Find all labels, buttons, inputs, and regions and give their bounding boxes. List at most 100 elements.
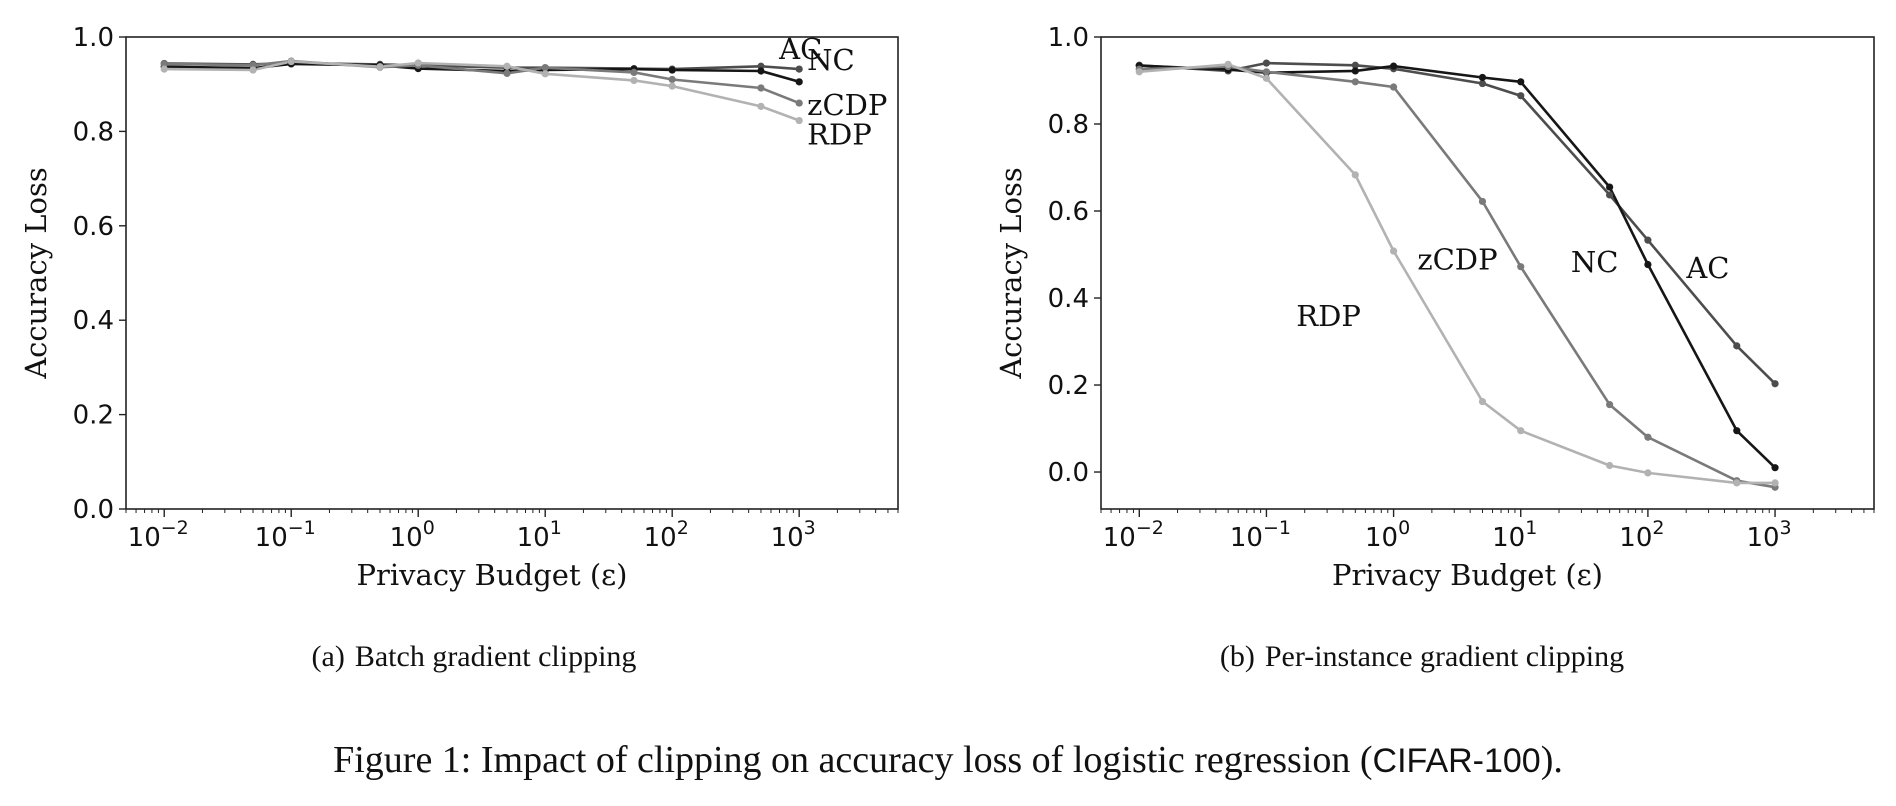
chart-a-xtick-label: 103 bbox=[771, 517, 816, 553]
chart-b-series-rdp-point bbox=[1644, 469, 1652, 477]
figure-caption: Figure 1: Impact of clipping on accuracy… bbox=[0, 738, 1896, 782]
chart-b-ytick-label: 0.0 bbox=[1048, 458, 1089, 488]
chart-a-series-zcdp-point bbox=[757, 84, 765, 92]
chart-a-xtick-label: 10−1 bbox=[255, 517, 316, 553]
chart-a-series-rdp-point bbox=[287, 57, 295, 66]
caption-a: (a) Batch gradient clipping bbox=[0, 640, 948, 674]
chart-a-ytick-label: 0.6 bbox=[73, 212, 114, 242]
chart-b-yaxis-label: Accuracy Loss bbox=[994, 167, 1028, 380]
chart-a-frame bbox=[125, 36, 899, 510]
chart-b-series-zcdp-point bbox=[1389, 83, 1398, 91]
chart-b-series-ac-point bbox=[1771, 380, 1779, 388]
chart-b-series-rdp-point bbox=[1351, 171, 1359, 179]
chart-b-ytick-label: 1.0 bbox=[1048, 23, 1089, 53]
chart-b-series-rdp-point bbox=[1771, 479, 1779, 487]
chart-b-series-nc-point bbox=[1606, 183, 1614, 191]
chart-b-ytick-label: 0.6 bbox=[1048, 197, 1089, 227]
chart-a-ytick-label: 1.0 bbox=[73, 23, 114, 53]
chart-b-series-nc-point bbox=[1644, 260, 1652, 269]
chart-b-series-rdp-point bbox=[1606, 461, 1614, 470]
chart-a-series-zcdp-point bbox=[160, 60, 168, 68]
chart-b-series-nc-point bbox=[1517, 78, 1525, 86]
chart-b-series-ac-point bbox=[1517, 92, 1525, 100]
figure-caption-dataset: CIFAR-100 bbox=[1372, 742, 1541, 780]
chart-a-series-zcdp-point bbox=[541, 64, 549, 72]
chart-a-series-rdp-point bbox=[160, 65, 168, 73]
chart-a-series-zcdp-point bbox=[630, 68, 638, 76]
chart-b-ytick-label: 0.8 bbox=[1048, 110, 1089, 140]
chart-a-series-zcdp-point bbox=[668, 75, 676, 84]
chart-b-svg: 0.0 0.2 0.4 0.6 0.8 1.0 10−2 10−1 100 101 102 103 Pr… bbox=[994, 23, 1875, 592]
caption-b: (b) Per-instance gradient clipping bbox=[948, 640, 1896, 674]
chart-b-ytick-label: 0.4 bbox=[1048, 284, 1089, 314]
figure-caption-suffix: ). bbox=[1540, 739, 1563, 781]
chart-b-series-nc-point bbox=[1771, 464, 1779, 472]
chart-a-series-nc-point bbox=[757, 67, 765, 75]
chart-b-series-nc-point bbox=[1351, 67, 1359, 75]
chart-b-label-ac: AC bbox=[1685, 251, 1729, 285]
chart-b-series-zcdp-point bbox=[1262, 68, 1271, 76]
chart-a-series-rdp-point bbox=[414, 59, 422, 67]
chart-b-series-ac-point bbox=[1644, 236, 1652, 244]
chart-b-series-ac-point bbox=[1478, 79, 1487, 88]
chart-b-series-zcdp-point bbox=[1517, 263, 1525, 271]
chart-b-series-rdp-point bbox=[1517, 427, 1525, 435]
chart-b-xtick-label: 101 bbox=[1492, 517, 1537, 553]
chart-b-xtick-label: 102 bbox=[1619, 517, 1664, 553]
chart-b-series-nc-point bbox=[1733, 427, 1741, 435]
caption-b-text: Per-instance gradient clipping bbox=[1264, 640, 1625, 673]
chart-b-label-zcdp: zCDP bbox=[1417, 242, 1497, 276]
chart-b-xtick-label: 10−2 bbox=[1103, 517, 1164, 553]
chart-b-series-nc-point bbox=[1478, 73, 1487, 82]
chart-b-series-rdp-point bbox=[1262, 74, 1271, 82]
chart-a-series-rdp-point bbox=[668, 82, 676, 90]
chart-a-series-rdp-point bbox=[541, 70, 549, 78]
chart-b-xtick-label: 10−1 bbox=[1230, 517, 1291, 553]
caption-b-tag: (b) bbox=[1219, 640, 1255, 673]
chart-panel-b: 0.0 0.2 0.4 0.6 0.8 1.0 10−2 10−1 100 101 102 103 Pr… bbox=[948, 0, 1896, 700]
chart-a-ytick-label: 0.0 bbox=[73, 495, 114, 525]
chart-b-xtick-label: 103 bbox=[1746, 517, 1791, 553]
chart-b-series-rdp-point bbox=[1389, 247, 1398, 255]
chart-a-series-rdp-point bbox=[630, 76, 638, 85]
chart-a-series-ac-point bbox=[795, 65, 803, 73]
chart-a-ytick-label: 0.8 bbox=[73, 117, 114, 147]
chart-b-label-rdp: RDP bbox=[1296, 299, 1361, 333]
chart-b-frame bbox=[1100, 36, 1875, 510]
chart-a-series-rdp-point bbox=[795, 116, 803, 125]
chart-b-ytick-label: 0.2 bbox=[1048, 371, 1089, 401]
chart-b-series-zcdp-point bbox=[1351, 78, 1359, 86]
chart-a-ytick-label: 0.2 bbox=[73, 401, 114, 431]
caption-a-tag: (a) bbox=[311, 640, 345, 673]
chart-b-xtick-label: 100 bbox=[1365, 517, 1410, 553]
chart-b-series-nc-point bbox=[1389, 62, 1398, 70]
chart-a-series-rdp-point bbox=[249, 66, 257, 74]
chart-a-ytick-label: 0.4 bbox=[73, 306, 114, 336]
chart-a-label-zcdp: zCDP bbox=[807, 88, 887, 122]
chart-a-xtick-label: 10−2 bbox=[128, 517, 189, 553]
chart-b-series-zcdp-point bbox=[1644, 433, 1652, 441]
chart-b-series-zcdp-point bbox=[1478, 197, 1487, 206]
chart-b-label-nc: NC bbox=[1571, 245, 1619, 279]
chart-b-series-zcdp-point bbox=[1606, 400, 1614, 409]
chart-a-series-nc-point bbox=[668, 66, 676, 74]
chart-a-xaxis-label: Privacy Budget (ε) bbox=[357, 558, 628, 592]
chart-a-yaxis-label: Accuracy Loss bbox=[19, 167, 53, 380]
chart-a-series-rdp-point bbox=[376, 63, 384, 71]
chart-a-svg: 0.0 0.2 0.4 0.6 0.8 1.0 10−2 10−1 100 101 102 103 Pr… bbox=[19, 23, 899, 592]
chart-b-series-ac-line bbox=[1139, 61, 1777, 385]
chart-a-label-ac: AC bbox=[778, 32, 822, 66]
chart-b-series-rdp-point bbox=[1135, 68, 1143, 76]
chart-a-label-nc: NC bbox=[807, 43, 855, 77]
chart-b-series-ac-point bbox=[1606, 191, 1614, 199]
chart-a-series-nc-point bbox=[795, 78, 803, 86]
chart-b-series-ac-point bbox=[1262, 59, 1271, 67]
chart-b-series-ac-point bbox=[1733, 342, 1741, 350]
chart-b-series-rdp-point bbox=[1224, 60, 1232, 69]
chart-b-series-rdp-point bbox=[1478, 397, 1487, 406]
caption-a-text: Batch gradient clipping bbox=[354, 640, 637, 673]
figure-caption-prefix: Figure 1: Impact of clipping on accuracy… bbox=[333, 739, 1373, 781]
chart-b-series-ac-point bbox=[1351, 61, 1359, 69]
chart-b-xaxis-label: Privacy Budget (ε) bbox=[1332, 558, 1603, 592]
chart-a-series-zcdp-point bbox=[503, 69, 511, 77]
